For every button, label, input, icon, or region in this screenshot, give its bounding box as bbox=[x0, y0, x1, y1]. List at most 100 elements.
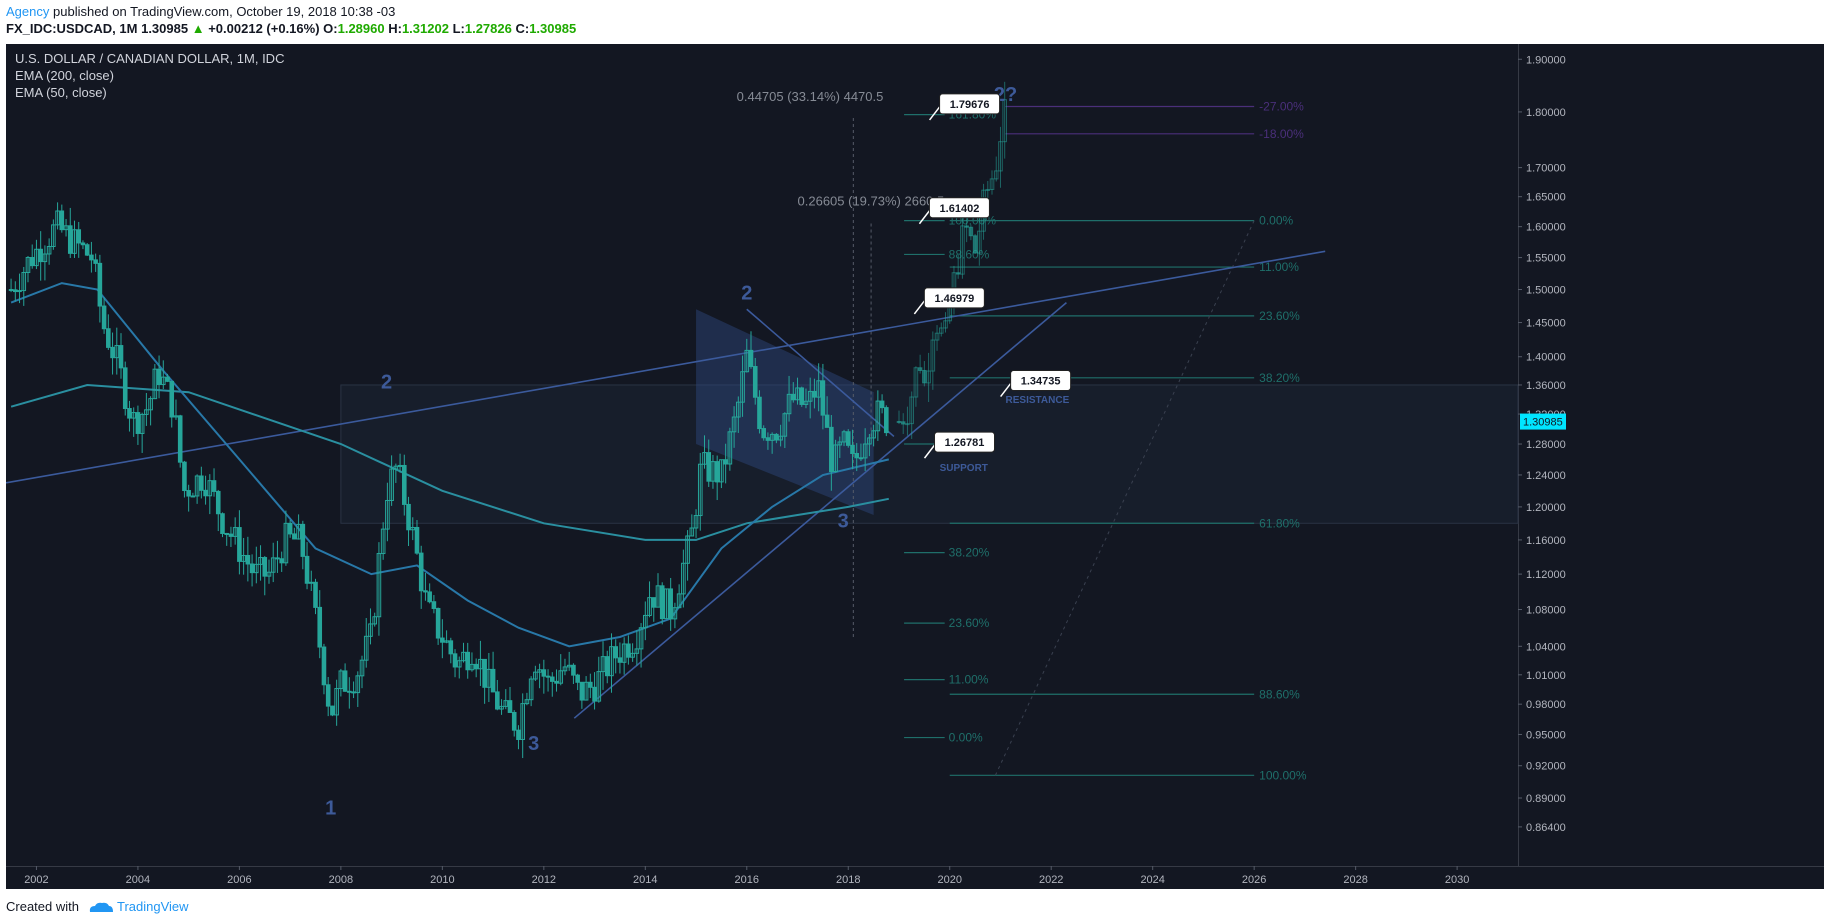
candle bbox=[266, 571, 272, 577]
candle bbox=[389, 468, 394, 501]
projection-candle bbox=[964, 225, 969, 228]
candle bbox=[824, 414, 830, 428]
candle bbox=[287, 522, 293, 535]
price-tick-label: 1.36000 bbox=[1526, 380, 1566, 392]
zone-label: SUPPORT bbox=[940, 463, 988, 474]
candle bbox=[376, 553, 382, 618]
candle bbox=[676, 593, 682, 609]
candle bbox=[469, 663, 475, 671]
candle bbox=[858, 457, 864, 460]
price-chart[interactable]: 0.00% 11.00% 23.60% 38.20% 61.80% 88.60% 100.0… bbox=[6, 44, 1824, 889]
candle bbox=[372, 616, 377, 625]
candle bbox=[38, 248, 43, 263]
candle bbox=[418, 552, 424, 592]
author-link[interactable]: Agency bbox=[6, 4, 50, 19]
price-tick-label: 0.92000 bbox=[1526, 761, 1566, 773]
legend-ema200[interactable]: EMA (200, close) bbox=[15, 68, 114, 83]
callout-box bbox=[934, 431, 996, 453]
high-label: H: bbox=[388, 21, 402, 36]
candle bbox=[511, 711, 517, 731]
price-tick-label: 1.60000 bbox=[1526, 222, 1566, 234]
candle bbox=[833, 444, 838, 473]
price-tick-label: 0.98000 bbox=[1526, 699, 1566, 711]
candle bbox=[118, 345, 124, 369]
candle bbox=[638, 627, 644, 650]
wave-label: 2 bbox=[381, 372, 392, 394]
wave-label: 3 bbox=[838, 510, 849, 532]
candle bbox=[723, 459, 728, 465]
wave-label: 1 bbox=[325, 798, 336, 820]
candle bbox=[224, 532, 230, 535]
projection-candle bbox=[993, 170, 999, 180]
price-tick-label: 1.12000 bbox=[1526, 569, 1566, 581]
candle bbox=[427, 591, 432, 603]
candle bbox=[790, 393, 796, 401]
candle bbox=[736, 401, 741, 418]
price-tick-label: 0.89000 bbox=[1526, 793, 1566, 805]
callout-box bbox=[928, 197, 990, 219]
candle bbox=[97, 262, 103, 307]
price-tick-label: 1.45000 bbox=[1526, 318, 1566, 330]
tradingview-cloud-icon[interactable] bbox=[88, 901, 114, 913]
high-value: 1.31202 bbox=[401, 21, 449, 36]
tradingview-link[interactable]: TradingView bbox=[117, 899, 189, 914]
candle bbox=[59, 210, 65, 231]
ema50-line bbox=[10, 282, 890, 648]
zone-label: RESISTANCE bbox=[1006, 395, 1070, 406]
publish-line: Agency published on TradingView.com, Oct… bbox=[6, 4, 395, 19]
candle bbox=[182, 461, 187, 492]
projection-candle bbox=[960, 225, 965, 275]
candle bbox=[812, 390, 817, 398]
candle bbox=[368, 623, 373, 637]
candle bbox=[769, 433, 775, 441]
candle bbox=[651, 597, 657, 608]
candle bbox=[249, 563, 255, 574]
candle bbox=[592, 686, 597, 702]
candle bbox=[215, 490, 221, 515]
candle bbox=[549, 676, 555, 682]
candle bbox=[600, 656, 606, 673]
candle bbox=[621, 643, 627, 663]
candle bbox=[351, 691, 356, 694]
candle bbox=[270, 557, 276, 573]
candle bbox=[503, 700, 509, 707]
projection-candle bbox=[985, 188, 991, 191]
candle bbox=[702, 452, 707, 465]
candle bbox=[262, 557, 268, 577]
candle bbox=[325, 684, 331, 707]
projection-candle bbox=[943, 320, 948, 329]
candle bbox=[292, 533, 297, 540]
candle bbox=[241, 554, 246, 562]
candle bbox=[317, 606, 323, 648]
time-tick-label: 2018 bbox=[836, 874, 860, 886]
candle bbox=[537, 669, 542, 673]
candle bbox=[562, 666, 568, 672]
legend-ema50[interactable]: EMA (50, close) bbox=[15, 85, 107, 100]
chart-area[interactable]: 0.00% 11.00% 23.60% 38.20% 61.80% 88.60% 100.0… bbox=[6, 44, 1824, 889]
projection-candle bbox=[926, 370, 931, 384]
candle bbox=[393, 465, 399, 470]
price-tick-label: 1.08000 bbox=[1526, 605, 1566, 617]
price-tick-label: 1.01000 bbox=[1526, 670, 1566, 682]
chart-title: U.S. DOLLAR / CANADIAN DOLLAR, 1M, IDC bbox=[15, 51, 285, 66]
candle bbox=[283, 522, 289, 564]
candle bbox=[139, 413, 145, 434]
footer: Created with TradingView bbox=[0, 889, 1828, 924]
candle bbox=[664, 588, 669, 620]
projection-candle bbox=[922, 369, 927, 384]
candle bbox=[321, 646, 327, 686]
candle bbox=[761, 428, 766, 439]
candle bbox=[875, 400, 881, 432]
candle bbox=[338, 670, 344, 690]
candle bbox=[42, 253, 48, 263]
candle bbox=[820, 380, 826, 416]
candle bbox=[89, 254, 94, 261]
candle bbox=[300, 523, 306, 557]
candle bbox=[647, 597, 652, 616]
price-tick-label: 1.04000 bbox=[1526, 641, 1566, 653]
candle bbox=[495, 691, 500, 710]
candle bbox=[245, 554, 251, 565]
candle bbox=[401, 464, 407, 505]
candle bbox=[347, 690, 352, 693]
candle bbox=[444, 640, 449, 643]
